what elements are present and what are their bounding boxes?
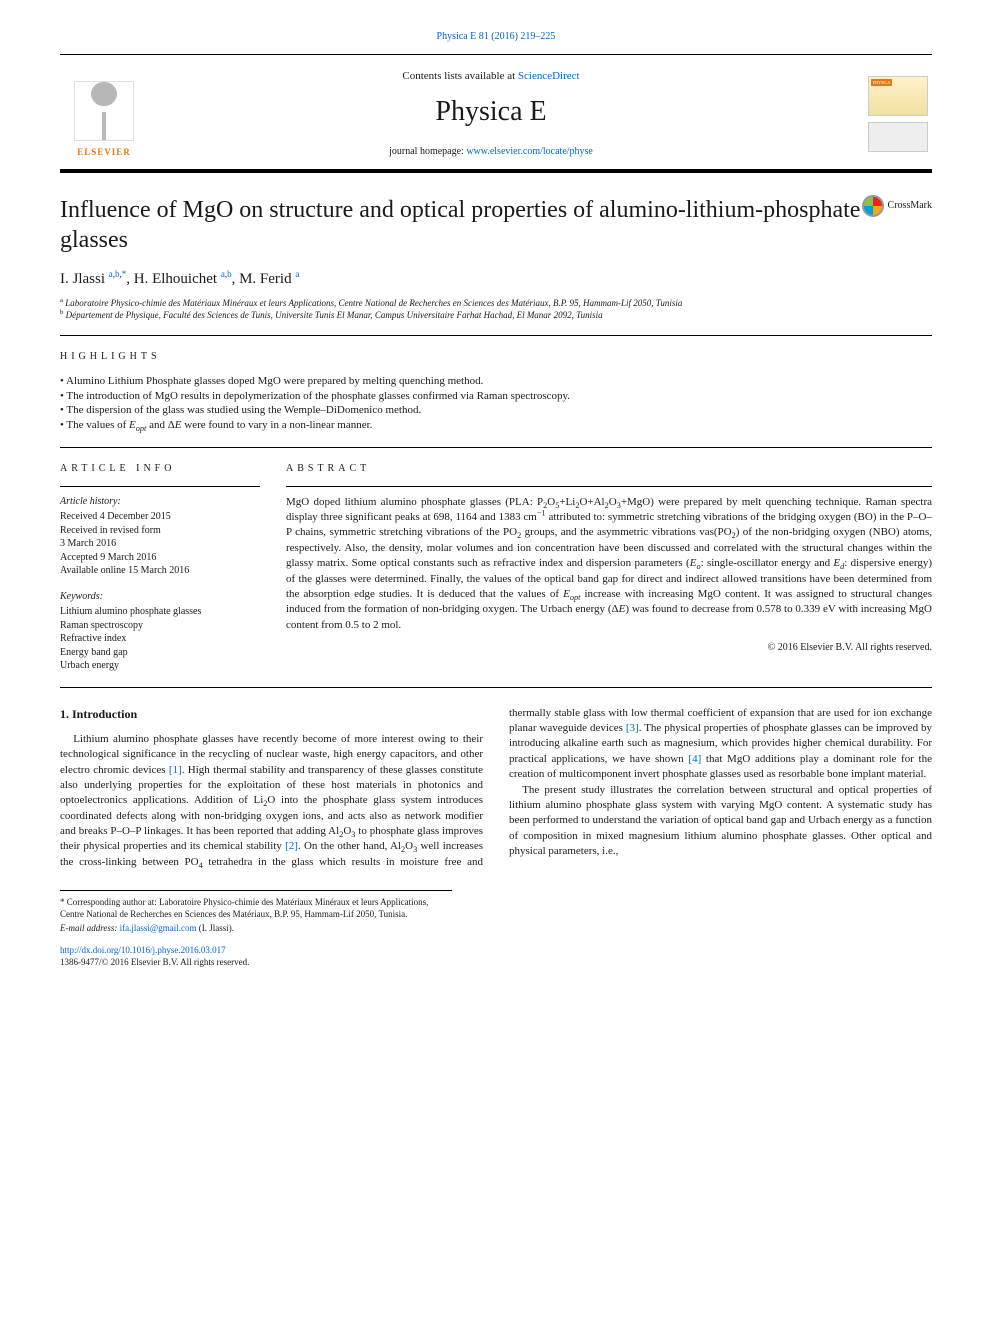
keywords-list: Lithium alumino phosphate glassesRaman s… — [60, 605, 260, 673]
crossmark-label: CrossMark — [888, 199, 932, 213]
divider — [286, 486, 932, 487]
history-line: Received 4 December 2015 — [60, 510, 260, 524]
abstract-text: MgO doped lithium alumino phosphate glas… — [286, 495, 932, 634]
divider — [60, 447, 932, 448]
keyword-item: Urbach energy — [60, 659, 260, 673]
journal-cover-thumbs: PHYSICA — [838, 76, 928, 152]
article-title: Influence of MgO on structure and optica… — [60, 195, 862, 255]
article-history: Received 4 December 2015Received in revi… — [60, 510, 260, 578]
divider — [60, 54, 932, 55]
journal-name: Physica E — [144, 93, 838, 131]
divider — [60, 486, 260, 487]
history-line: Accepted 9 March 2016 — [60, 551, 260, 565]
keyword-item: Refractive index — [60, 632, 260, 646]
sciencedirect-link[interactable]: ScienceDirect — [518, 70, 580, 82]
history-line: 3 March 2016 — [60, 537, 260, 551]
footnotes: * Corresponding author at: Laboratoire P… — [60, 890, 452, 934]
affiliation-a: Laboratoire Physico-chimie des Matériaux… — [65, 298, 682, 308]
publisher-logo-text: ELSEVIER — [77, 146, 131, 158]
publisher-logo: ELSEVIER — [64, 69, 144, 159]
ref-link[interactable]: [2] — [285, 840, 298, 852]
homepage-line: journal homepage: www.elsevier.com/locat… — [144, 145, 838, 159]
intro-paragraph-2: The present study illustrates the correl… — [509, 783, 932, 860]
corresponding-author-note: * Corresponding author at: Laboratoire P… — [60, 897, 452, 920]
history-head: Article history: — [60, 495, 260, 509]
affiliation-b: Département de Physique, Faculté des Sci… — [66, 310, 603, 320]
email-label: E-mail address: — [60, 923, 120, 933]
highlight-item: Alumino Lithium Phosphate glasses doped … — [60, 374, 932, 389]
highlight-item: The dispersion of the glass was studied … — [60, 403, 932, 418]
keywords-head: Keywords: — [60, 590, 260, 604]
intro-heading: 1. Introduction — [60, 706, 483, 722]
ref-link[interactable]: [4] — [688, 753, 701, 765]
divider — [60, 687, 932, 688]
issn-copyright: 1386-9477/© 2016 Elsevier B.V. All right… — [60, 957, 249, 967]
highlight-item: The introduction of MgO results in depol… — [60, 389, 932, 404]
keyword-item: Raman spectroscopy — [60, 619, 260, 633]
highlights-label: HIGHLIGHTS — [60, 350, 932, 364]
crossmark-badge[interactable]: CrossMark — [862, 195, 932, 217]
highlight-item: The values of Eopt and ΔE were found to … — [60, 418, 932, 433]
ref-link[interactable]: [1] — [169, 764, 182, 776]
divider-thick — [60, 169, 932, 173]
citation-link[interactable]: Physica E 81 (2016) 219–225 — [437, 31, 556, 42]
article-info-label: ARTICLE INFO — [60, 462, 260, 476]
history-line: Available online 15 March 2016 — [60, 564, 260, 578]
homepage-pre: journal homepage: — [389, 146, 466, 157]
elsevier-tree-icon — [74, 81, 134, 141]
crossmark-icon — [862, 195, 884, 217]
affiliations: a Laboratoire Physico-chimie des Matéria… — [60, 297, 932, 321]
doi-link[interactable]: http://dx.doi.org/10.1016/j.physe.2016.0… — [60, 945, 226, 955]
contents-line: Contents lists available at ScienceDirec… — [144, 69, 838, 84]
journal-header: ELSEVIER Contents lists available at Sci… — [60, 61, 932, 163]
authors-line: I. Jlassi a,b,*, H. Elhouichet a,b, M. F… — [60, 269, 932, 289]
history-line: Received in revised form — [60, 524, 260, 538]
keyword-item: Lithium alumino phosphate glasses — [60, 605, 260, 619]
body-columns: 1. Introduction Lithium alumino phosphat… — [60, 706, 932, 871]
abstract-label: ABSTRACT — [286, 462, 932, 476]
ref-link[interactable]: [3] — [626, 722, 639, 734]
cover-physica-label: PHYSICA — [871, 79, 892, 86]
cover-thumb-secondary — [868, 122, 928, 152]
email-note: E-mail address: ifa.jlassi@gmail.com (I.… — [60, 923, 452, 935]
contents-pre: Contents lists available at — [402, 70, 517, 82]
divider — [60, 335, 932, 336]
highlights-list: Alumino Lithium Phosphate glasses doped … — [60, 374, 932, 433]
running-header: Physica E 81 (2016) 219–225 — [60, 30, 932, 44]
email-who: (I. Jlassi). — [196, 923, 234, 933]
homepage-link[interactable]: www.elsevier.com/locate/physe — [466, 146, 593, 157]
keyword-item: Energy band gap — [60, 646, 260, 660]
author-email-link[interactable]: ifa.jlassi@gmail.com — [120, 923, 197, 933]
cover-thumb-main: PHYSICA — [868, 76, 928, 116]
doi-block: http://dx.doi.org/10.1016/j.physe.2016.0… — [60, 944, 932, 968]
abstract-copyright: © 2016 Elsevier B.V. All rights reserved… — [286, 641, 932, 655]
